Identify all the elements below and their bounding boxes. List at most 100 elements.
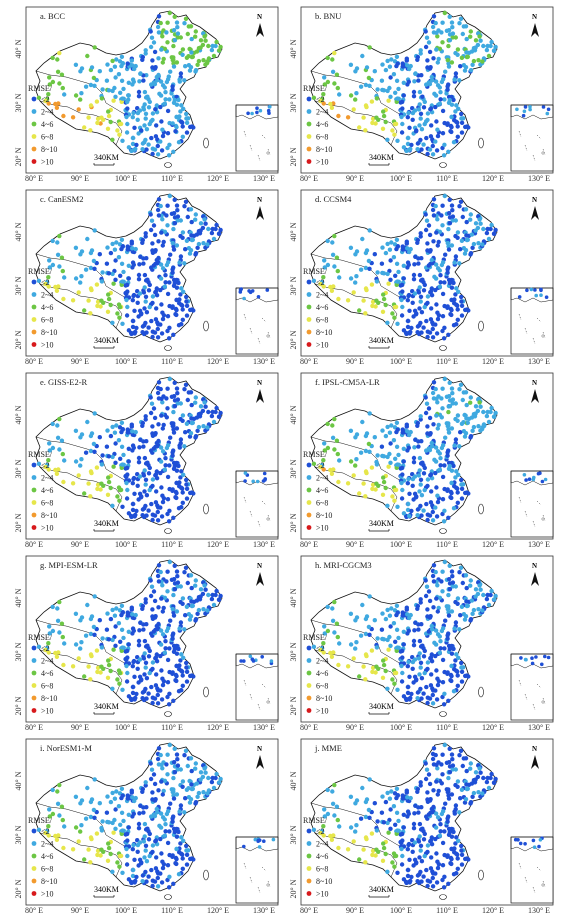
station-point [405, 873, 411, 879]
station-point [464, 585, 469, 591]
station-point [193, 68, 199, 73]
station-point [400, 838, 405, 843]
station-point [188, 248, 194, 253]
station-point [532, 845, 537, 849]
station-point [200, 42, 206, 48]
station-point [354, 823, 359, 828]
station-point [180, 47, 186, 52]
station-point [139, 128, 144, 133]
station-point [366, 807, 372, 813]
station-point [106, 845, 112, 851]
station-point [137, 79, 142, 84]
station-point [43, 464, 48, 470]
station-point [148, 212, 153, 217]
station-point [59, 255, 65, 260]
station-point [407, 491, 412, 496]
station-point [167, 10, 172, 16]
station-point [429, 123, 434, 128]
x-tick-label: 80° E [25, 906, 43, 915]
north-arrow-icon: N [531, 745, 539, 769]
legend-label: 4~6 [41, 852, 53, 861]
station-point [421, 691, 426, 696]
station-point [209, 230, 215, 236]
station-point [381, 88, 387, 93]
station-point [392, 681, 397, 686]
station-point [178, 71, 184, 76]
station-point [455, 413, 461, 418]
station-point [433, 139, 438, 144]
station-point [165, 474, 171, 480]
station-point [129, 58, 134, 63]
station-point [130, 141, 136, 147]
country-outline [310, 559, 498, 709]
station-point [202, 583, 207, 588]
station-point [172, 14, 177, 19]
station-point [147, 648, 152, 654]
station-point [406, 811, 411, 816]
station-point [372, 252, 377, 257]
station-point [447, 280, 452, 286]
station-point [218, 44, 223, 50]
legend-swatch [31, 500, 37, 505]
station-point [57, 599, 62, 605]
station-point [160, 243, 165, 248]
legend-swatch [306, 146, 312, 152]
station-point [153, 107, 158, 112]
station-point [115, 128, 120, 133]
station-point [55, 618, 61, 623]
station-point [433, 322, 438, 327]
station-point [146, 654, 152, 659]
station-point [120, 96, 125, 101]
station-point [381, 662, 387, 668]
station-point [143, 234, 148, 239]
station-point [329, 837, 335, 842]
station-point [165, 626, 171, 631]
station-point [380, 858, 386, 863]
station-point [447, 587, 453, 592]
station-point [160, 859, 165, 864]
station-point [158, 139, 163, 144]
y-tick-label: 20° N [289, 513, 298, 532]
station-point [134, 508, 139, 514]
station-point [440, 474, 446, 480]
station-point [187, 251, 193, 256]
station-point [424, 867, 429, 873]
station-point [435, 815, 441, 820]
legend: RMSE/<22~44~66~88~10>10 [303, 633, 332, 716]
station-point [184, 116, 189, 121]
station-point [453, 71, 459, 76]
station-point [105, 794, 110, 799]
station-point [480, 59, 485, 64]
station-point [404, 790, 409, 795]
station-point [138, 254, 143, 259]
station-point [329, 288, 335, 293]
station-point [130, 246, 135, 251]
station-point [180, 52, 185, 57]
station-point [376, 300, 381, 305]
station-point [126, 511, 132, 516]
station-point [439, 213, 444, 218]
station-point [108, 799, 114, 805]
station-point [130, 507, 136, 513]
station-point [351, 290, 356, 295]
station-point [412, 840, 418, 845]
station-points [311, 376, 498, 524]
station-point [188, 431, 194, 436]
station-point [366, 624, 372, 630]
station-point [170, 633, 175, 638]
station-point [414, 860, 419, 865]
station-point [458, 430, 463, 435]
scale-bar: 340KM [93, 519, 119, 532]
station-point [151, 263, 156, 268]
station-point [108, 485, 113, 491]
station-point [395, 279, 400, 284]
legend: RMSE/<22~44~66~88~10>10 [28, 816, 57, 899]
station-point [523, 657, 528, 662]
station-point [328, 650, 333, 656]
station-point [417, 834, 422, 839]
station-point [53, 101, 58, 107]
station-point [137, 262, 142, 267]
station-point [391, 621, 397, 626]
station-point [459, 303, 465, 308]
station-point [385, 58, 390, 64]
